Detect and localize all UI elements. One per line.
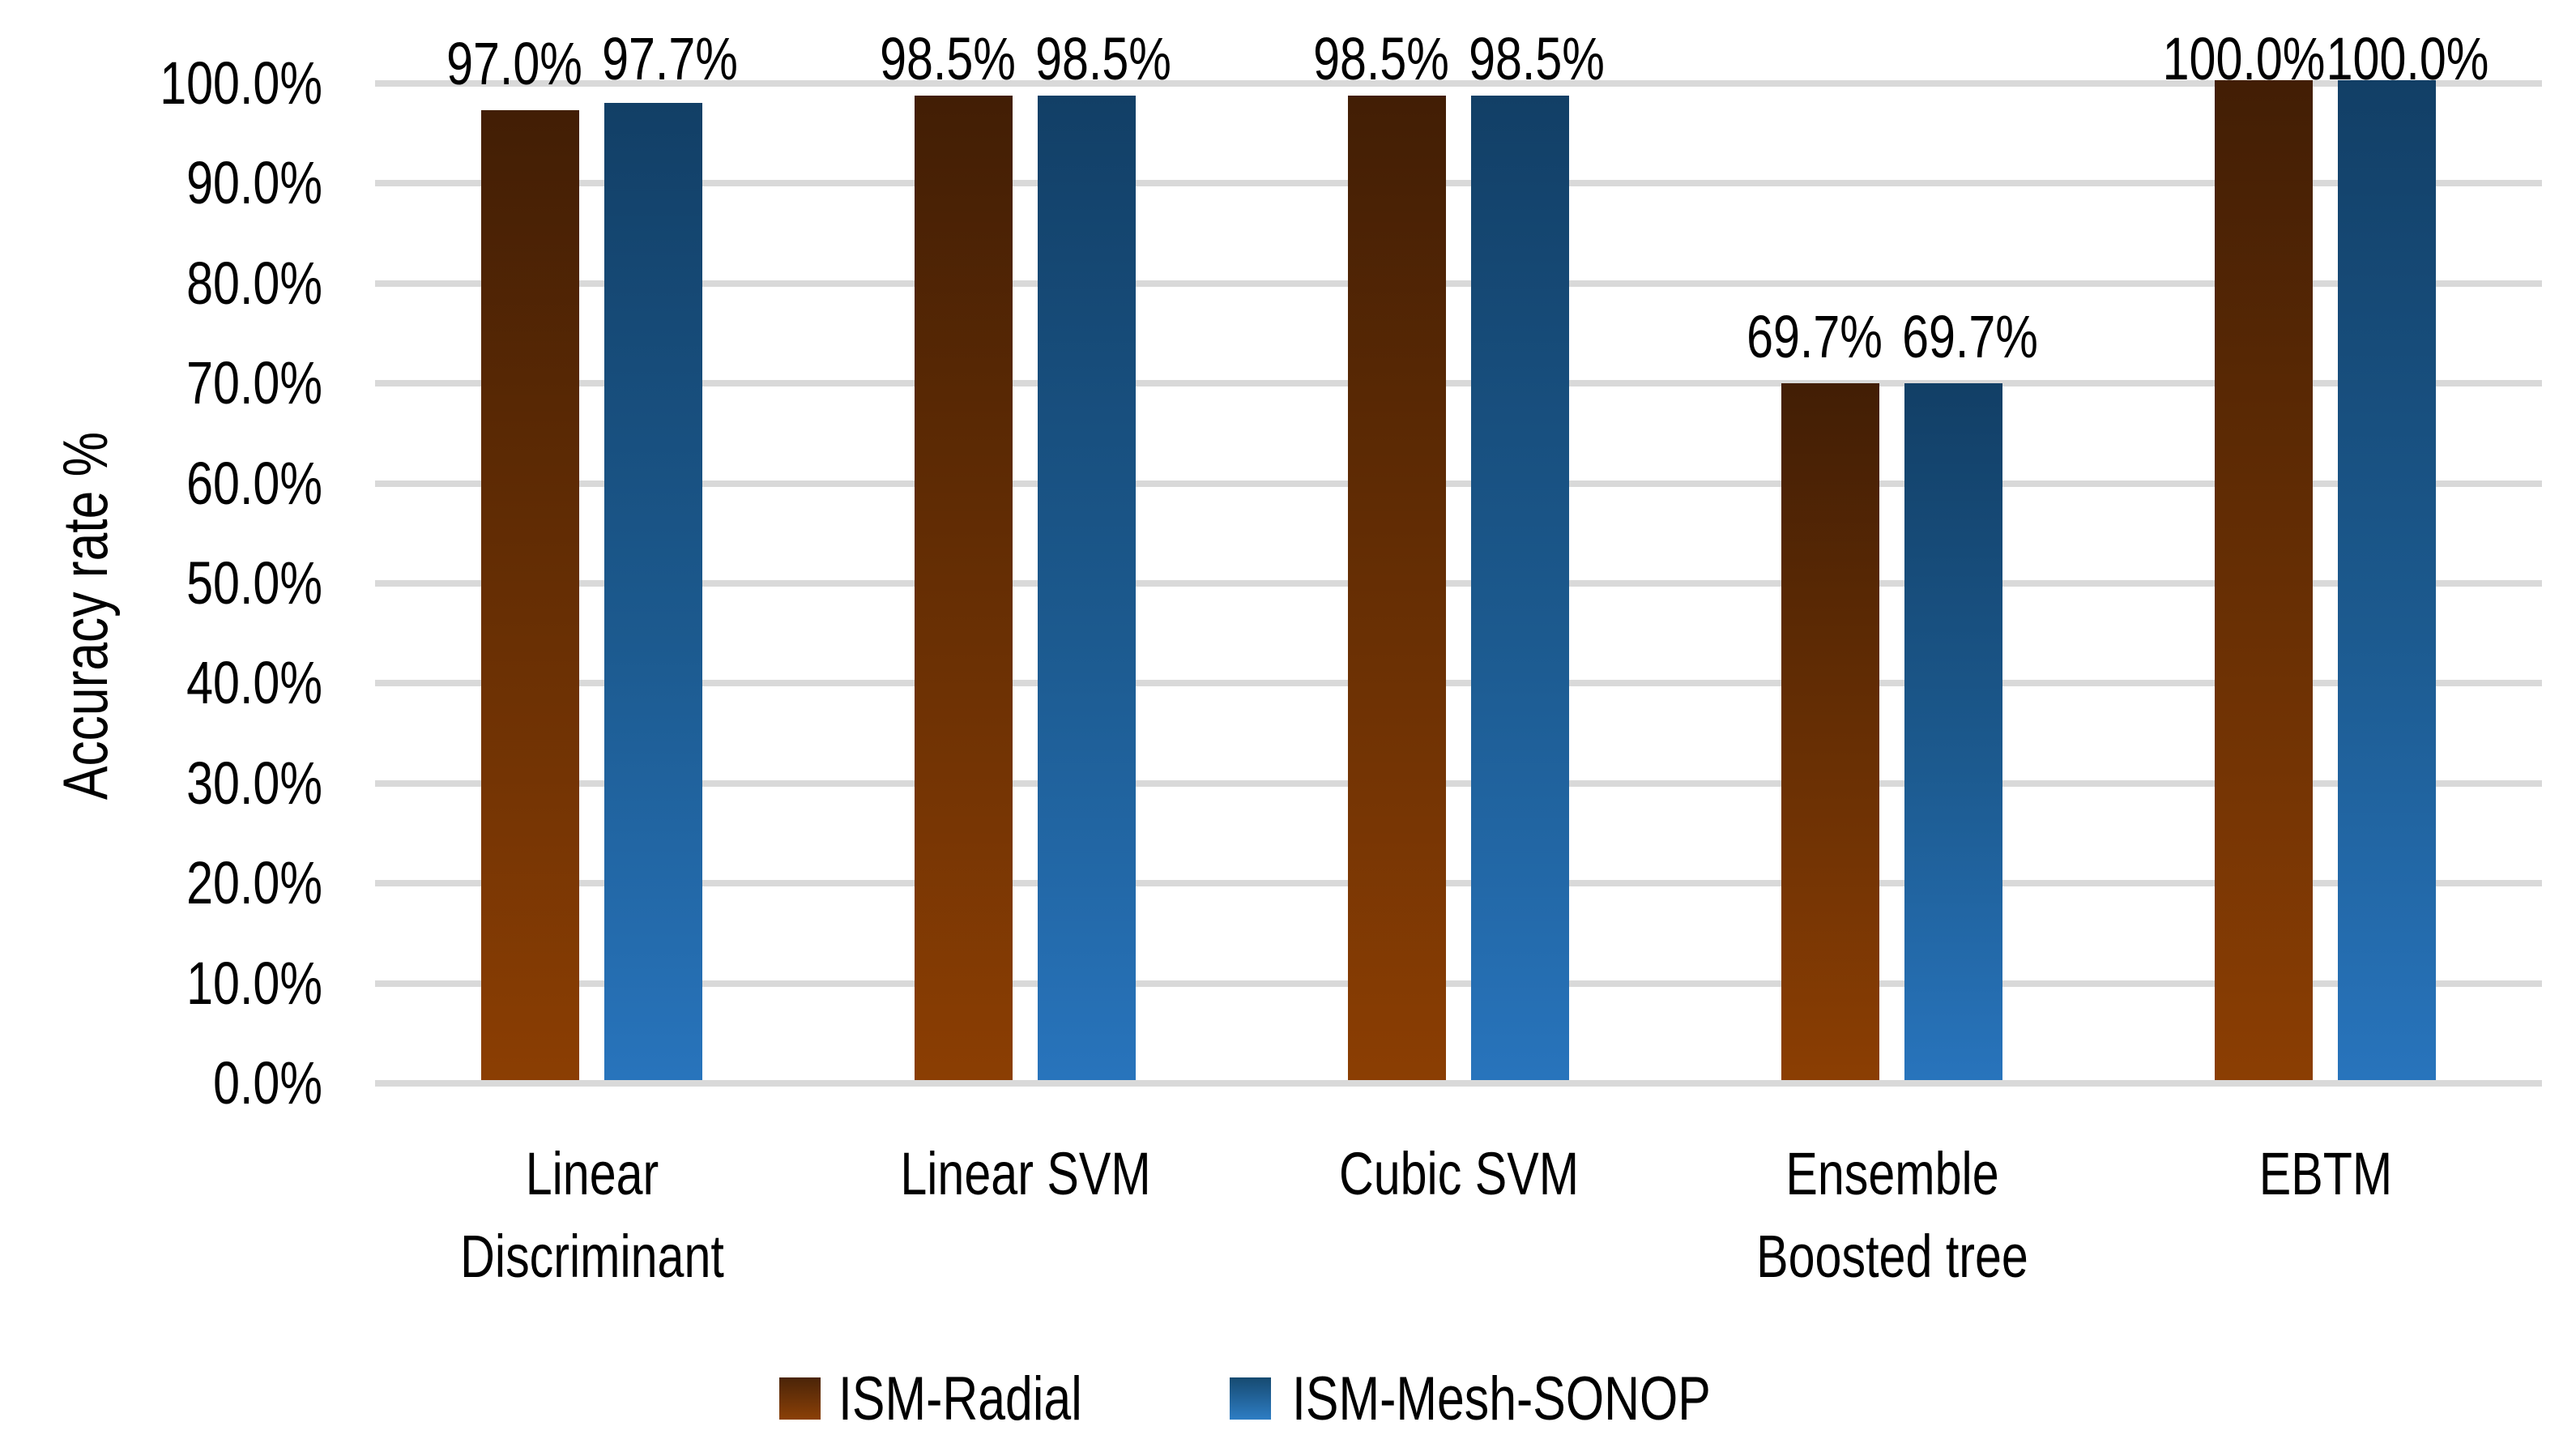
category-label-line: Cubic SVM [1338,1140,1579,1207]
bar-ism-mesh-sonop-5 [2338,80,2436,1080]
y-tick-label: 0.0% [213,1049,322,1117]
data-label: 98.5% [879,25,1016,92]
gridline [375,380,2542,387]
bar-ism-radial-3 [1348,96,1446,1080]
legend-swatch-ism-mesh-sonop [1230,1377,1271,1420]
bar-ism-mesh-sonop-2 [1038,96,1136,1080]
category-label-line: EBTM [2258,1140,2392,1207]
data-label: 100.0% [2162,25,2325,92]
bar-ism-radial-5 [2215,80,2313,1080]
gridline [375,779,2542,787]
data-label: 98.5% [1034,25,1171,92]
category-label: Ensemble Boosted tree [1601,1133,2184,1298]
data-label: 98.5% [1312,25,1449,92]
gridline [375,580,2542,587]
data-label: 98.5% [1468,25,1605,92]
y-tick-label: 100.0% [160,49,322,117]
legend-swatch-ism-radial [779,1377,821,1420]
category-label-line: Boosted tree [1755,1223,2028,1290]
bar-ism-radial-2 [915,96,1013,1080]
y-tick-label: 80.0% [186,249,322,317]
data-label: 97.7% [601,25,738,92]
legend-label-ism-mesh-sonop: ISM-Mesh-SONOP [1292,1364,1711,1433]
gridline [375,880,2542,887]
y-tick-label: 30.0% [186,749,322,817]
category-label-line: Linear SVM [899,1140,1151,1207]
y-tick-label: 20.0% [186,849,322,917]
category-label: Cubic SVM [1167,1133,1751,1215]
gridline [375,680,2542,687]
y-tick-label: 40.0% [186,649,322,717]
category-label-line: Ensemble [1785,1140,1999,1207]
gridline [375,280,2542,287]
y-tick-label: 10.0% [186,949,322,1017]
bar-ism-radial-1 [481,110,579,1080]
category-label-line: Discriminant [459,1223,724,1290]
gridline [375,980,2542,987]
category-label: EBTM [2034,1133,2576,1215]
bar-ism-radial-4 [1781,383,1879,1080]
category-label: Linear SVM [734,1133,1317,1215]
gridline [375,1080,2542,1087]
legend-label-ism-radial: ISM-Radial [838,1364,1082,1433]
bar-ism-mesh-sonop-1 [604,103,702,1080]
gridline [375,80,2542,87]
bar-ism-mesh-sonop-3 [1471,96,1569,1080]
y-tick-label: 70.0% [186,349,322,417]
gridline [375,480,2542,487]
data-label: 97.0% [446,30,582,97]
y-tick-label: 60.0% [186,449,322,517]
data-label: 69.7% [1746,303,1883,370]
data-label: 69.7% [1901,303,2038,370]
data-label: 100.0% [2326,25,2489,92]
y-tick-label: 50.0% [186,549,322,617]
y-tick-label: 90.0% [186,149,322,217]
bar-ism-mesh-sonop-4 [1904,383,2002,1080]
category-label: Linear Discriminant [301,1133,884,1298]
gridline [375,180,2542,187]
category-label-line: Linear [525,1140,659,1207]
